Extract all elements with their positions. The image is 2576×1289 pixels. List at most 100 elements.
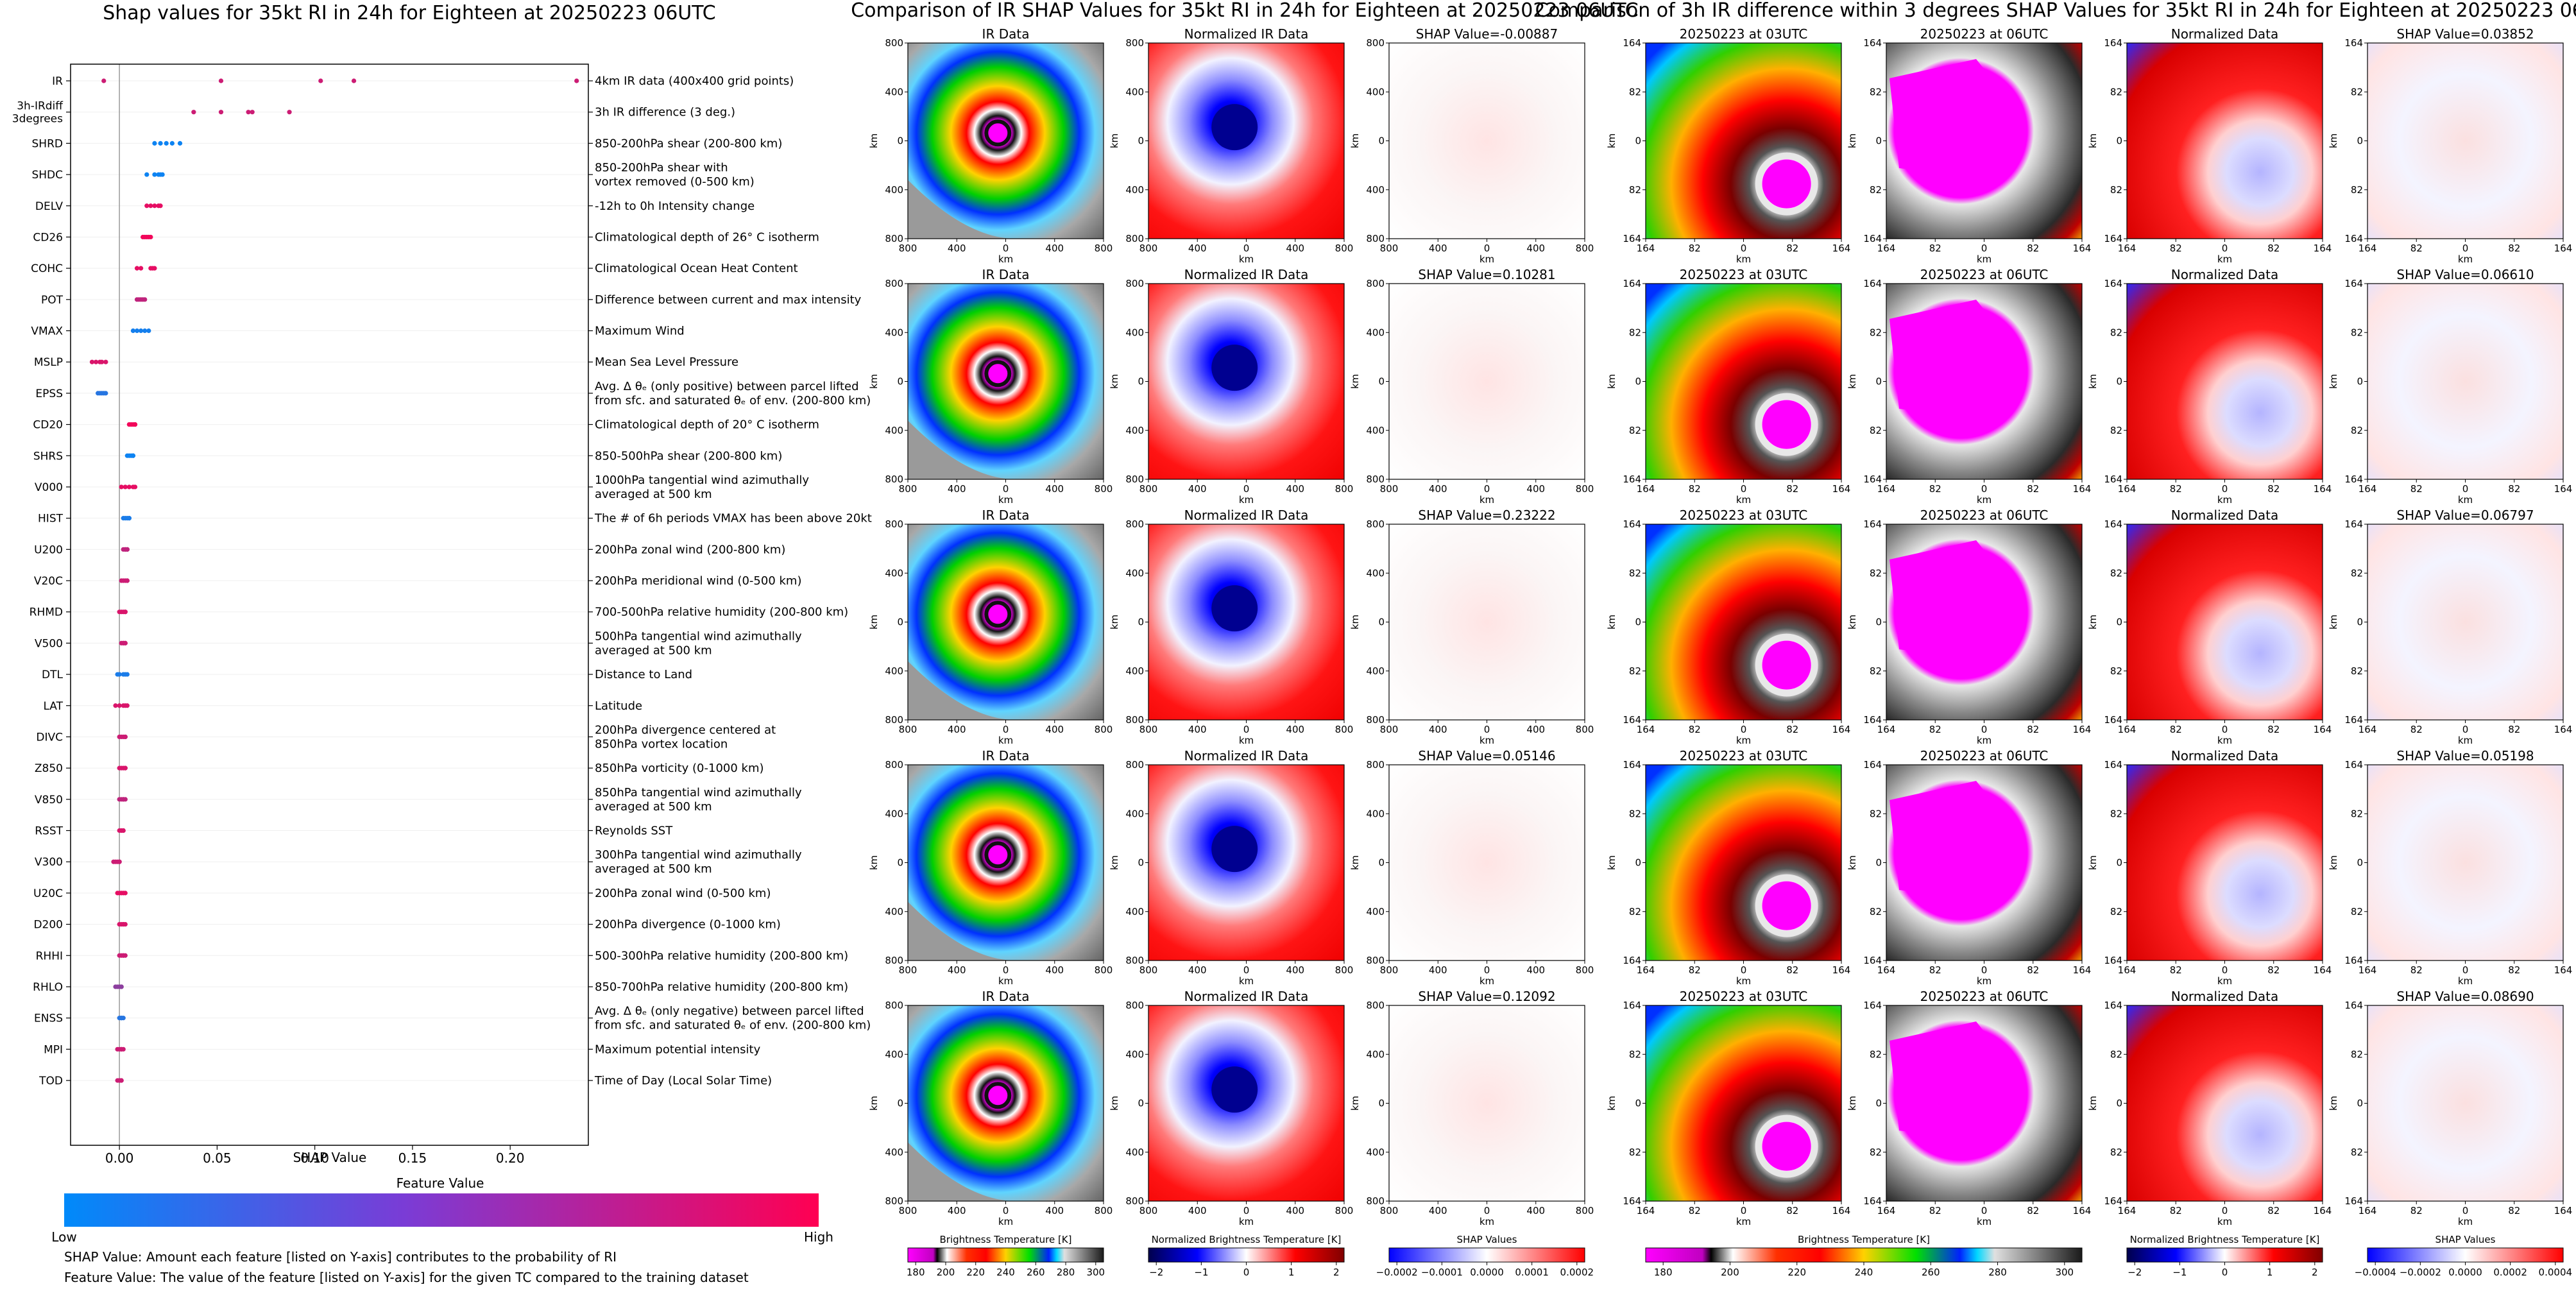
colorbar: [1645, 1247, 2083, 1263]
shap-point: [574, 78, 579, 83]
panel-title: SHAP Value=-0.00887: [1416, 26, 1558, 42]
x-tick-label: 82: [2170, 1205, 2182, 1216]
y-tick-label: 0: [2116, 617, 2122, 628]
colorbar-tick-label: 280: [1988, 1267, 2007, 1278]
shap-point: [121, 1016, 126, 1021]
shap-point: [123, 921, 128, 927]
y-axis-label: km: [2087, 1096, 2099, 1111]
y-tick-label: 164: [2344, 714, 2363, 726]
y-tick-label: 82: [1870, 808, 1882, 819]
x-axis-label: km: [1977, 253, 1992, 265]
y-tick-label: 0: [1875, 857, 1882, 869]
y-tick-label: 0: [897, 135, 903, 147]
x-tick-label: 0: [2222, 1205, 2228, 1216]
x-tick-label: 82: [2410, 483, 2423, 495]
y-tick-label: 400: [1366, 906, 1385, 918]
x-axis-label: km: [2217, 735, 2232, 746]
storm-core: [1211, 104, 1258, 151]
y-tick-label: 800: [885, 233, 903, 244]
feature-code-label: IR: [52, 75, 63, 88]
image-panel: Normalized Data1641648282008282164164kmk…: [2087, 26, 2332, 265]
panel-image-shap: [1389, 43, 1585, 239]
y-tick-label: 164: [1623, 37, 1641, 49]
cloud-region: [908, 420, 1016, 479]
y-axis-label: km: [868, 615, 880, 629]
panel-title: Normalized IR Data: [1184, 267, 1309, 282]
x-tick-label: 800: [1576, 243, 1594, 254]
shap-point: [99, 359, 105, 364]
panel-title: Normalized IR Data: [1184, 748, 1309, 764]
colorbar-tick-label: 220: [1787, 1267, 1806, 1278]
feature-description: Climatological Ocean Heat Content: [595, 262, 798, 275]
panel-title: 20250223 at 03UTC: [1680, 989, 1808, 1004]
y-axis-label: km: [1606, 615, 1617, 629]
x-tick-label: 800: [1095, 1205, 1113, 1216]
y-tick-label: 0: [2116, 857, 2122, 869]
x-tick-label: 82: [1929, 243, 1941, 254]
x-tick-label: 0: [1981, 1205, 1988, 1216]
feature-code-label: MPI: [44, 1043, 63, 1056]
panel-title: IR Data: [982, 748, 1030, 764]
x-tick-label: 800: [1576, 483, 1594, 495]
panel-title: SHAP Value=0.05146: [1418, 748, 1555, 764]
storm-eye: [986, 362, 1010, 386]
feature-description: Avg. Δ θₑ (only positive) between parcel…: [595, 380, 859, 393]
y-tick-label: 0: [1875, 617, 1882, 628]
panel-title: 20250223 at 03UTC: [1680, 508, 1808, 523]
feature-code-label: DIVC: [36, 731, 63, 744]
feature-description: averaged at 500 km: [595, 488, 712, 501]
y-tick-label: 800: [1366, 759, 1385, 771]
y-tick-label: 0: [1138, 617, 1144, 628]
x-axis-label: km: [1977, 494, 1992, 506]
feature-description: vortex removed (0-500 km): [595, 175, 755, 189]
panel-image-ir03: [1646, 284, 1841, 479]
colorbar-tick-label: −0.0002: [1376, 1267, 1418, 1278]
x-tick-label: 82: [1689, 1205, 1701, 1216]
y-tick-label: 0: [1635, 857, 1641, 869]
y-tick-label: 82: [2110, 86, 2122, 98]
x-tick-label: 82: [2508, 964, 2520, 976]
x-tick-label: 800: [1335, 724, 1354, 735]
y-tick-label: 164: [1863, 37, 1882, 49]
feature-description: The # of 6h periods VMAX has been above …: [594, 512, 872, 525]
x-tick-label: 0: [2222, 243, 2228, 254]
panel-image-shap2: [2367, 765, 2563, 960]
shap-point: [160, 172, 165, 177]
feature-description: averaged at 500 km: [595, 862, 712, 876]
y-tick-label: 82: [1870, 327, 1882, 338]
y-tick-label: 82: [2110, 567, 2122, 579]
colorbar-tick-label: 220: [966, 1267, 985, 1278]
x-tick-label: 0: [2222, 724, 2228, 735]
x-axis-label: km: [998, 1216, 1013, 1227]
panel-title: Normalized Data: [2171, 989, 2279, 1004]
y-axis-label: km: [868, 1096, 880, 1111]
colorbar-label: Normalized Brightness Temperature [K]: [2130, 1234, 2320, 1245]
y-axis-label: km: [868, 374, 880, 389]
y-tick-label: 164: [2344, 518, 2363, 530]
x-tick-label: 0: [2222, 964, 2228, 976]
y-axis-label: km: [2087, 615, 2099, 629]
y-tick-label: 0: [2116, 135, 2122, 147]
y-axis-label: km: [2328, 855, 2339, 870]
x-axis-label: km: [1480, 494, 1494, 506]
x-tick-label: 400: [948, 243, 966, 254]
y-tick-label: 82: [2351, 86, 2363, 98]
x-tick-label: 82: [2508, 1205, 2520, 1216]
colorbar-label: Normalized Brightness Temperature [K]: [1152, 1234, 1342, 1245]
feature-description: 850-500hPa shear (200-800 km): [595, 449, 782, 463]
y-tick-label: 82: [1629, 86, 1641, 98]
image-panel: SHAP Value=-0.00887800800400400004004008…: [1349, 26, 1594, 265]
colorbar-tick-label: −1: [2172, 1267, 2187, 1278]
x-tick-label: 400: [1188, 1205, 1207, 1216]
x-tick-label: 82: [2027, 483, 2039, 495]
y-tick-label: 800: [1125, 759, 1144, 771]
x-tick-label: 400: [1526, 243, 1545, 254]
y-tick-label: 0: [1875, 135, 1882, 147]
y-tick-label: 82: [2110, 906, 2122, 918]
x-tick-label: 164: [2314, 724, 2332, 735]
x-tick-label: 82: [1689, 243, 1701, 254]
x-tick-label: 82: [2267, 483, 2280, 495]
x-tick-label: 82: [1786, 964, 1798, 976]
